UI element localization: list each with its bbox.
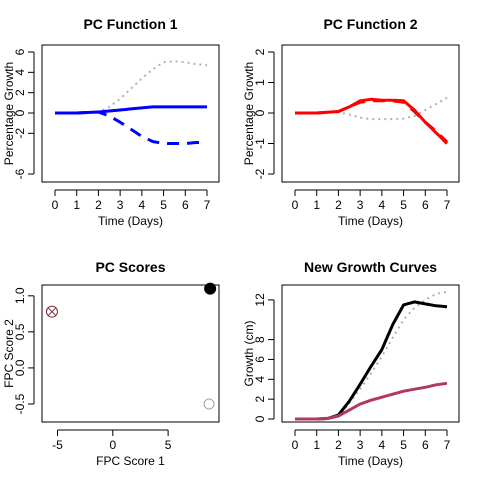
y-tick-label: 8 (253, 336, 267, 343)
x-tick-label: 5 (400, 198, 407, 212)
x-tick-label: 2 (335, 198, 342, 212)
y-tick-label: -1 (253, 138, 267, 149)
chart-title: PC Function 1 (83, 16, 177, 32)
x-tick-label: 4 (139, 198, 146, 212)
chart-title: PC Function 2 (323, 16, 417, 32)
x-tick-label: 3 (357, 438, 364, 452)
y-tick-label: 6 (253, 356, 267, 363)
series-line-1 (295, 96, 448, 121)
x-tick-label: -5 (52, 438, 63, 452)
data-point-3 (203, 398, 215, 410)
chart-title: New Growth Curves (304, 259, 437, 275)
y-tick-label: -6 (13, 168, 27, 179)
series-line-3 (295, 381, 448, 421)
y-tick-label: 0.5 (13, 323, 27, 340)
x-tick-label: 7 (444, 438, 451, 452)
series-line-2 (295, 97, 449, 145)
series-line-1 (55, 60, 208, 114)
x-axis-label: FPC Score 1 (96, 454, 165, 468)
x-axis-label: Time (Days) (338, 454, 403, 468)
plot-frame (41, 284, 220, 423)
x-tick-label: 3 (117, 198, 124, 212)
y-tick-label: -2 (13, 128, 27, 139)
x-tick-label: 1 (73, 198, 80, 212)
plot-frame (281, 44, 460, 183)
y-tick-label: -2 (253, 168, 267, 179)
data-point-2 (204, 282, 217, 295)
x-tick-label: 1 (313, 198, 320, 212)
point-circle (45, 305, 58, 318)
x-tick-label: 1 (313, 438, 320, 452)
x-tick-label: 7 (444, 198, 451, 212)
y-tick-label: 4 (253, 376, 267, 383)
y-tick-label: 12 (253, 293, 267, 307)
x-tick-label: 2 (95, 198, 102, 212)
x-tick-label: 6 (182, 198, 189, 212)
chart-panel-3: PC Scores FPC Score 1 FPC Score 2 -5 0 5 -0.5 0… (2, 259, 220, 468)
x-tick-label: 4 (379, 198, 386, 212)
y-axis-label: Percentage Growth (2, 62, 16, 165)
y-tick-label: 2 (253, 396, 267, 403)
chart-panel-4: New Growth Curves Time (Days) Growth (cm) 0… (242, 259, 460, 468)
y-tick-label: 2 (13, 89, 27, 96)
plot-frame (41, 44, 220, 183)
point-cross-b (47, 307, 57, 317)
y-axis-label: FPC Score 2 (2, 319, 16, 388)
x-axis-label: Time (Days) (98, 214, 163, 228)
x-tick-label: 6 (422, 198, 429, 212)
y-tick-label: -0.5 (13, 393, 27, 414)
x-tick-label: 0 (292, 438, 299, 452)
x-tick-label: 6 (422, 438, 429, 452)
chart-panel-2: PC Function 2 Time (Days) Percentage Growt… (242, 16, 460, 228)
x-tick-label: 4 (379, 438, 386, 452)
x-axis-label: Time (Days) (338, 214, 403, 228)
y-tick-label: 4 (13, 69, 27, 76)
y-axis-label: Percentage Growth (242, 62, 256, 165)
x-tick-label: 2 (335, 438, 342, 452)
series-line-3 (295, 99, 449, 144)
x-tick-label: 0 (109, 438, 116, 452)
y-tick-label: 2 (253, 48, 267, 55)
x-tick-label: 3 (357, 198, 364, 212)
y-axis-label: Growth (cm) (242, 320, 256, 386)
x-tick-label: 5 (160, 198, 167, 212)
data-point-1 (45, 305, 58, 318)
y-tick-label: 0 (13, 109, 27, 116)
x-tick-label: 7 (204, 198, 211, 212)
series-line-3 (55, 110, 207, 145)
y-tick-label: 0.0 (13, 359, 27, 376)
x-tick-label: 0 (52, 198, 59, 212)
y-tick-label: 6 (13, 48, 27, 55)
x-tick-label: 0 (292, 198, 299, 212)
chart-panel-1: PC Function 1 Time (Days) Percentage Growt… (2, 16, 220, 228)
plot-frame (281, 284, 460, 423)
y-tick-label: 1 (253, 79, 267, 86)
x-tick-label: 5 (165, 438, 172, 452)
y-tick-label: 0 (253, 415, 267, 422)
y-tick-label: 0 (253, 109, 267, 116)
x-tick-label: 5 (400, 438, 407, 452)
y-tick-label: 1.0 (13, 287, 27, 304)
chart-title: PC Scores (95, 259, 165, 275)
